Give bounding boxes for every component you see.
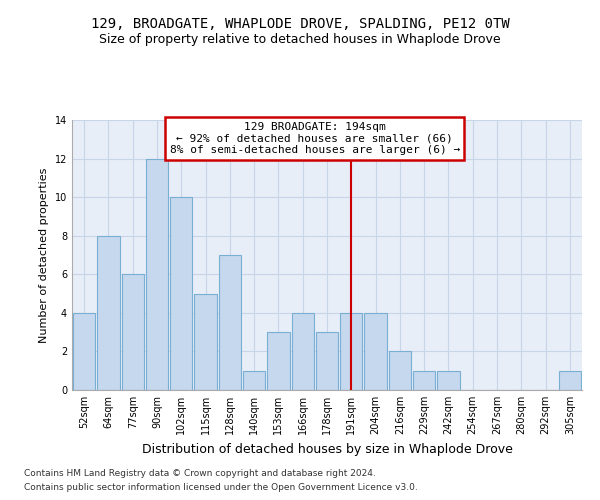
Bar [73,313,95,390]
Y-axis label: Number of detached properties: Number of detached properties [39,168,49,342]
Text: Size of property relative to detached houses in Whaplode Drove: Size of property relative to detached ho… [99,32,501,46]
Bar [243,370,265,390]
Bar [122,274,144,390]
Bar [389,352,411,390]
Bar [146,158,168,390]
Bar [316,332,338,390]
Bar [437,370,460,390]
Bar [292,313,314,390]
Bar [413,370,436,390]
Bar [170,197,193,390]
Bar [194,294,217,390]
Text: 129 BROADGATE: 194sqm
← 92% of detached houses are smaller (66)
8% of semi-detac: 129 BROADGATE: 194sqm ← 92% of detached … [170,122,460,155]
Text: Contains public sector information licensed under the Open Government Licence v3: Contains public sector information licen… [24,484,418,492]
Text: Contains HM Land Registry data © Crown copyright and database right 2024.: Contains HM Land Registry data © Crown c… [24,468,376,477]
Bar [340,313,362,390]
Bar [364,313,387,390]
Bar [559,370,581,390]
Bar [267,332,290,390]
Text: 129, BROADGATE, WHAPLODE DROVE, SPALDING, PE12 0TW: 129, BROADGATE, WHAPLODE DROVE, SPALDING… [91,18,509,32]
Bar [97,236,119,390]
X-axis label: Distribution of detached houses by size in Whaplode Drove: Distribution of detached houses by size … [142,442,512,456]
Bar [218,255,241,390]
